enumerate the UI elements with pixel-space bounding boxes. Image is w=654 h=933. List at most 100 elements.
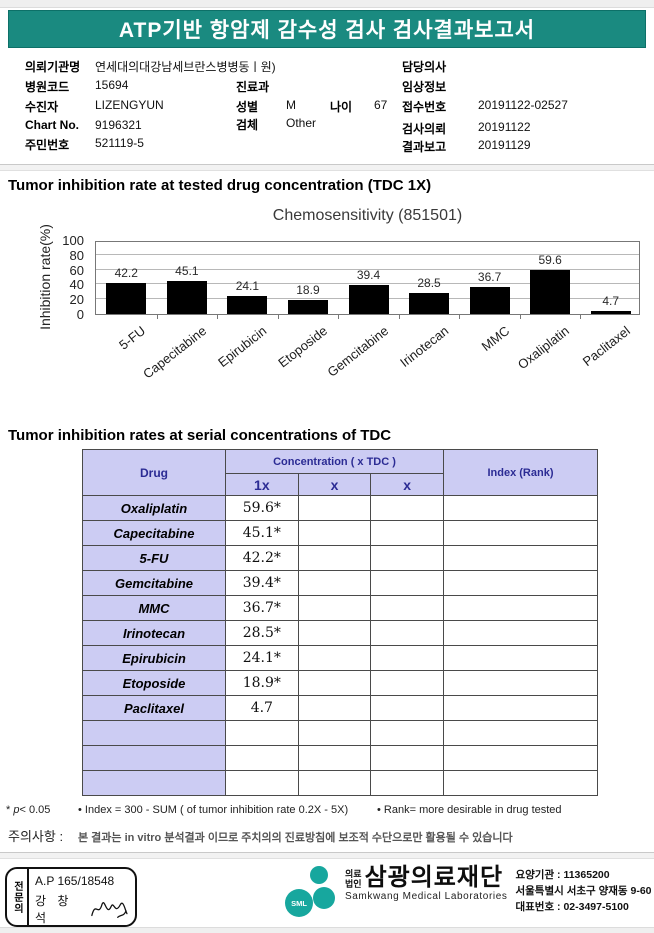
value-cell-1x: 42.2* — [225, 545, 299, 571]
index-cell — [443, 770, 598, 796]
drug-cell — [82, 745, 226, 771]
bar-value-label: 24.1 — [235, 279, 260, 294]
y-tick-label: 60 — [69, 262, 84, 278]
sml-logo-icon: SML — [285, 866, 335, 917]
drug-cell: Paclitaxel — [82, 695, 226, 721]
index-cell — [443, 570, 598, 596]
value-cell-x2 — [297, 670, 372, 696]
table-body: Oxaliplatin 59.6* Capecitabine 45.1* 5-FU 42.… — [82, 495, 598, 796]
age-label: 나이 — [330, 100, 353, 114]
value-cell-1x: 36.7* — [225, 595, 299, 621]
table-row: Oxaliplatin 59.6* — [82, 495, 598, 521]
table-row: Capecitabine 45.1* — [82, 520, 598, 546]
footer: 전문의 A.P 165/18548 강 창 석 SML — [0, 859, 654, 933]
x-category-label: Epirubicin — [215, 323, 270, 370]
x-axis-tick — [277, 314, 279, 319]
y-tick-label: 100 — [62, 233, 84, 248]
table-row: Gemcitabine 39.4* — [82, 570, 598, 596]
value-cell-x2 — [297, 770, 372, 796]
index-cell — [443, 745, 598, 771]
bar-value-label: 4.7 — [602, 293, 620, 308]
bar-Oxaliplatin — [530, 269, 571, 314]
value-cell-1x: 4.7 — [225, 695, 299, 721]
bottom-strip — [0, 927, 654, 933]
resident-no-label: 주민번호 — [25, 138, 70, 152]
institution-value: 연세대의대강남세브란스병병동ㅣ원) — [95, 60, 276, 74]
table-row: Paclitaxel 4.7 — [82, 695, 598, 721]
chart-plot: 42.2 45.1 24.1 18.9 39.4 28.5 36.7 59.6 4.7 — [95, 241, 640, 319]
drug-cell — [82, 770, 226, 796]
chart-ylabel: Inhibition rate(%) — [37, 224, 53, 330]
y-tick-label: 40 — [69, 277, 84, 293]
x-category-label: Paclitaxel — [579, 323, 633, 370]
table-row: MMC 36.7* — [82, 595, 598, 621]
value-cell-1x: 45.1* — [225, 520, 299, 546]
table-row — [82, 720, 598, 746]
patient-info-section: 의뢰기관명 연세대의대강남세브란스병병동ㅣ원) 병원코드 15694 수진자 L… — [0, 56, 654, 164]
x-category-label: Irinotecan — [397, 323, 452, 370]
table-row: Epirubicin 24.1* — [82, 645, 598, 671]
caution-label: 주의사항 : — [8, 829, 64, 844]
value-cell-x2 — [297, 720, 372, 746]
bar-Etoposide — [287, 300, 328, 314]
value-cell-1x: 28.5* — [225, 620, 299, 646]
y-tick-label: 20 — [69, 292, 84, 308]
value-cell-1x — [225, 720, 299, 746]
y-tick-label: 0 — [76, 307, 84, 322]
drug-cell: Epirubicin — [82, 645, 226, 671]
receipt-no-label: 접수번호 — [402, 100, 447, 114]
value-cell-1x: 18.9* — [225, 670, 299, 696]
x-axis-tick — [156, 314, 158, 319]
stamp-doctor-name: 강 창 석 — [35, 894, 73, 925]
value-cell-x3 — [370, 595, 444, 621]
report-date-value: 20191129 — [478, 138, 531, 152]
chart-title: Chemosensitivity (851501) — [272, 207, 463, 224]
lab-info-phone: 대표번호 : 02-3497-5100 — [515, 900, 629, 913]
note-pvalue: * p< 0.05 — [6, 804, 51, 816]
bar-MMC — [469, 286, 510, 314]
x-category-label: Gemcitabine — [323, 323, 391, 380]
drug-cell: 5-FU — [82, 545, 226, 571]
value-cell-x3 — [370, 695, 444, 721]
value-cell-x2 — [297, 645, 372, 671]
lab-info-address: 서울특별시 서초구 양재동 9-60 — [515, 884, 652, 897]
tdc-table: Drug Concentration ( x TDC ) Index (Rank… — [82, 449, 598, 796]
value-cell-x2 — [297, 570, 372, 596]
x-category-label: Capecitabine — [140, 323, 210, 382]
x-axis-tick — [338, 314, 340, 319]
patient-name-label: 수진자 — [25, 100, 59, 114]
lab-info: 요양기관 : 11365200 서울특별시 서초구 양재동 9-60 대표번호 … — [515, 868, 651, 915]
hospital-code-label: 병원코드 — [25, 80, 70, 94]
request-date-label: 검사의뢰 — [402, 122, 447, 136]
x-category-label: Oxaliplatin — [515, 323, 573, 373]
index-cell — [443, 645, 598, 671]
bar-Paclitaxel — [590, 310, 631, 314]
chart-no-label: Chart No. — [25, 118, 79, 132]
value-cell-1x — [225, 745, 299, 771]
specialist-stamp: 전문의 A.P 165/18548 강 창 석 — [5, 867, 137, 927]
index-cell — [443, 695, 598, 721]
gridline — [96, 253, 639, 255]
table-section-title: Tumor inhibition rates at serial concent… — [8, 427, 392, 444]
value-cell-x3 — [370, 745, 444, 771]
y-tick-label: 80 — [69, 247, 84, 263]
department-label: 진료과 — [236, 80, 270, 94]
value-cell-1x: 59.6* — [225, 495, 299, 521]
lab-logo-block: SML 의료 법인 삼광의료재단 Samkwang Medical Labora… — [283, 865, 652, 923]
report-title: ATP기반 항암제 감수성 검사 검사결과보고서 — [118, 19, 536, 42]
lab-name-en: Samkwang Medical Laboratories — [345, 891, 508, 903]
drug-cell: MMC — [82, 595, 226, 621]
clinical-info-label: 임상정보 — [402, 80, 447, 94]
index-cell — [443, 670, 598, 696]
bar-5-FU — [106, 282, 147, 314]
value-cell-x3 — [370, 495, 444, 521]
chart-yticks: 0 20 40 60 80 100 — [52, 233, 90, 322]
caution-row: 주의사항 : 본 결과는 in vitro 분석결과 이므로 주치의의 진료방침… — [0, 824, 654, 846]
x-axis-tick — [580, 314, 582, 319]
table-header-index: Index (Rank) — [443, 449, 598, 496]
value-cell-x2 — [297, 545, 372, 571]
value-cell-x3 — [370, 720, 444, 746]
resident-no-value: 521119-5 — [95, 136, 144, 150]
table-row — [82, 745, 598, 771]
